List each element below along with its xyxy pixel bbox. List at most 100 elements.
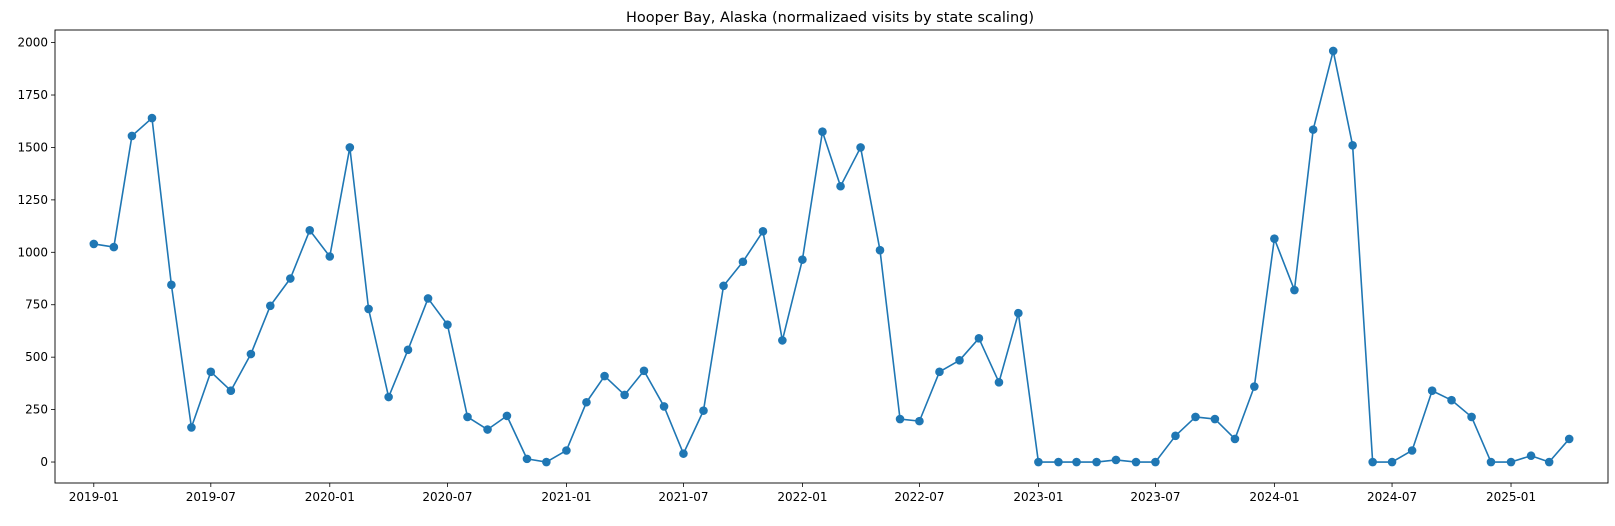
data-point (562, 446, 571, 455)
data-point (1308, 125, 1318, 134)
data-point (1191, 412, 1200, 422)
plot-area (89, 46, 1574, 467)
data-point (167, 280, 176, 290)
data-point (522, 454, 532, 464)
data-point (679, 449, 688, 458)
data-point (384, 392, 393, 402)
data-point (1368, 457, 1377, 467)
data-point (1111, 455, 1121, 465)
data-point (423, 294, 433, 303)
data-point (443, 320, 452, 329)
y-tick-label: 1000 (17, 245, 48, 259)
data-point (403, 345, 413, 355)
data-point (1407, 446, 1417, 455)
chart-title: Hooper Bay, Alaska (normalizaed visits b… (626, 10, 1034, 26)
data-point (1151, 457, 1160, 467)
data-point (738, 257, 748, 267)
x-tick-label: 2025-01 (1486, 490, 1536, 504)
data-point (582, 397, 591, 407)
data-point (345, 143, 355, 152)
data-point (915, 416, 924, 426)
y-axis: 0 250 500 750 1000 1250 1500 1750 2000 (17, 36, 55, 469)
data-point (1544, 457, 1554, 467)
data-point (1290, 285, 1299, 295)
y-tick-label: 1500 (17, 140, 48, 154)
data-point (1014, 308, 1023, 318)
data-point (502, 411, 512, 421)
data-point (226, 386, 236, 396)
data-point (1467, 412, 1476, 422)
data-point (639, 366, 649, 376)
data-point (935, 367, 944, 377)
data-point (463, 412, 472, 422)
data-point (286, 274, 295, 283)
data-point (109, 242, 119, 252)
y-tick-label: 1750 (17, 88, 48, 102)
data-point (1230, 434, 1240, 444)
data-point (1072, 457, 1081, 467)
data-point (1564, 434, 1574, 444)
data-point (974, 333, 984, 343)
data-point (147, 113, 157, 123)
data-point (483, 425, 492, 434)
data-point (1506, 457, 1516, 467)
data-point (265, 301, 275, 311)
data-point (1387, 457, 1397, 467)
data-point (127, 131, 137, 141)
x-tick-label: 2021-01 (541, 490, 591, 504)
data-point (1328, 46, 1338, 56)
data-point (89, 239, 99, 249)
x-tick-label: 2019-07 (186, 490, 236, 504)
data-point (542, 457, 551, 467)
x-axis: 2019-01 2019-07 2020-01 2020-07 2021-01 2021-… (69, 483, 1536, 504)
data-point (1034, 457, 1043, 467)
data-point (1250, 382, 1259, 391)
y-tick-label: 500 (25, 350, 48, 364)
data-point (364, 304, 373, 314)
y-tick-label: 250 (25, 403, 48, 417)
x-tick-label: 2023-07 (1130, 490, 1180, 504)
data-point (1131, 457, 1141, 467)
data-point (856, 143, 865, 152)
x-tick-label: 2020-07 (422, 490, 472, 504)
x-tick-label: 2023-01 (1013, 490, 1063, 504)
x-tick-label: 2020-01 (305, 490, 355, 504)
data-point (620, 390, 629, 400)
data-point (1486, 457, 1496, 467)
data-point (778, 336, 787, 345)
series-line (93, 50, 1570, 463)
data-point (305, 225, 315, 235)
data-point (699, 406, 708, 415)
data-point (1270, 234, 1279, 243)
x-tick-label: 2024-07 (1367, 490, 1417, 504)
data-point (719, 281, 728, 291)
y-tick-label: 0 (40, 455, 48, 469)
data-point (246, 349, 256, 359)
x-tick-label: 2019-01 (69, 490, 119, 504)
data-point (955, 356, 964, 365)
y-tick-label: 750 (25, 298, 48, 312)
data-point (187, 423, 196, 432)
y-tick-label: 2000 (17, 36, 48, 50)
data-point (1348, 141, 1357, 150)
data-point (1526, 451, 1536, 461)
data-point (875, 245, 885, 255)
x-tick-label: 2021-07 (658, 490, 708, 504)
x-tick-label: 2022-01 (777, 490, 827, 504)
plot-frame (54, 29, 1609, 484)
data-point (600, 371, 609, 381)
data-point (1171, 431, 1180, 441)
y-tick-label: 1250 (17, 193, 48, 207)
data-point (1054, 457, 1063, 467)
data-point (836, 181, 845, 191)
x-tick-label: 2022-07 (894, 490, 944, 504)
x-tick-label: 2024-01 (1249, 490, 1299, 504)
data-point (659, 402, 669, 411)
data-point (895, 414, 905, 424)
data-point (1092, 457, 1101, 467)
data-point (798, 255, 807, 264)
data-point (818, 127, 827, 137)
data-point (758, 227, 768, 236)
data-point (994, 378, 1004, 387)
